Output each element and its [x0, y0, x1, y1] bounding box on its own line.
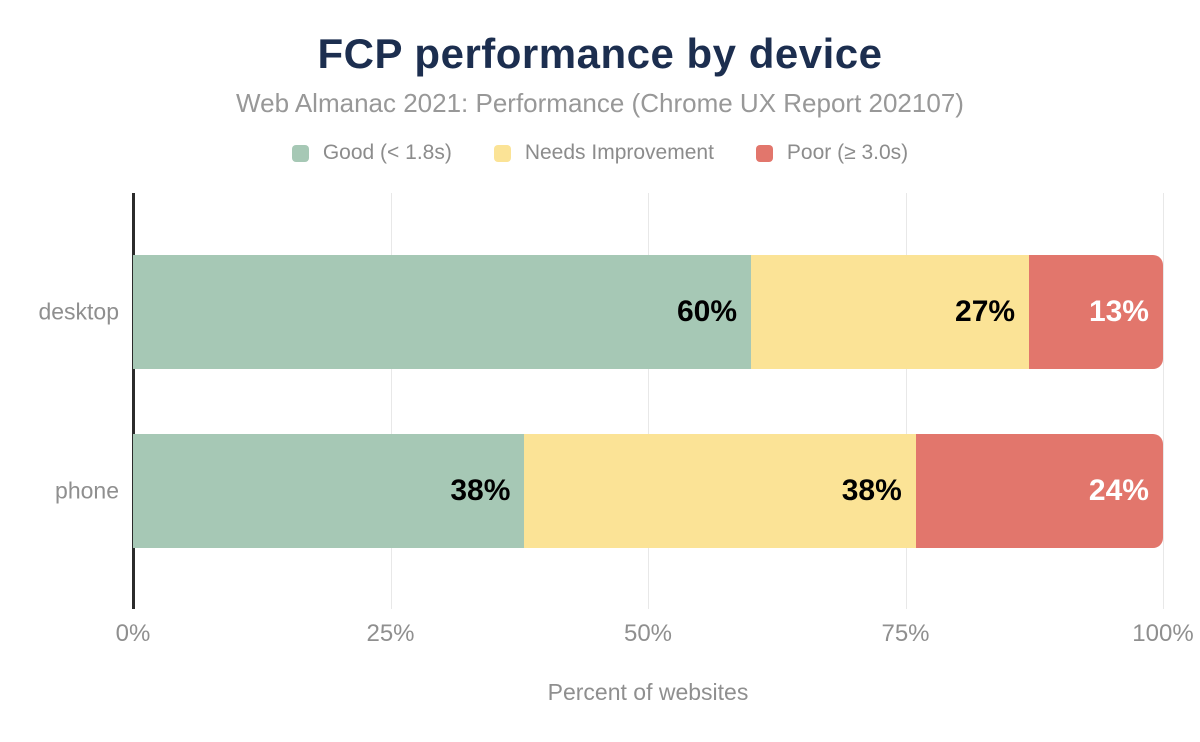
- x-tick-label: 75%: [881, 620, 930, 647]
- bar-segment[interactable]: 60%: [133, 255, 751, 369]
- segment-label: 38%: [450, 474, 511, 507]
- bar-segment[interactable]: 38%: [524, 434, 916, 548]
- bar-segment[interactable]: 38%: [133, 434, 525, 548]
- legend-label: Good (< 1.8s): [322, 141, 452, 164]
- bar-row: phone 38% 38% 24%: [55, 434, 1163, 548]
- bar-segment[interactable]: 13%: [1029, 255, 1163, 369]
- x-tick-label: 0%: [115, 620, 151, 647]
- segment-label: 27%: [955, 295, 1016, 328]
- legend-swatch-icon: [755, 144, 773, 162]
- segment-label: 13%: [1088, 295, 1149, 328]
- gridline: [390, 193, 392, 609]
- bars: desktop 60% 27% 13% phone 38% 38% 24%: [38, 193, 1163, 609]
- gridline: [1163, 193, 1164, 609]
- legend-item: Poor (≥ 3.0s): [755, 141, 909, 165]
- legend-item: Good (< 1.8s): [291, 141, 452, 165]
- y-axis-line: [132, 193, 135, 609]
- bar-segment[interactable]: 27%: [751, 255, 1030, 369]
- legend-swatch-icon: [291, 144, 309, 162]
- legend-swatch-icon: [493, 144, 511, 162]
- page-title: FCP performance by device: [317, 30, 883, 77]
- legend-label: Poor (≥ 3.0s): [786, 141, 909, 164]
- bar-row: desktop 60% 27% 13%: [38, 255, 1163, 369]
- category-label: desktop: [38, 298, 119, 325]
- legend: Good (< 1.8s) Needs Improvement Poor (≥ 3.…: [0, 141, 1200, 165]
- bar-segment[interactable]: 24%: [915, 434, 1163, 548]
- category-label: phone: [55, 477, 119, 504]
- x-tick-label: 50%: [623, 620, 673, 647]
- segment-label: 38%: [841, 474, 902, 507]
- gridline: [648, 193, 649, 609]
- segment-label: 60%: [676, 295, 737, 328]
- legend-item: Needs Improvement: [493, 141, 714, 165]
- x-tick-label: 25%: [366, 620, 415, 647]
- x-axis-title: Percent of websites: [547, 679, 749, 705]
- segment-label: 24%: [1088, 474, 1149, 507]
- x-tick-label: 100%: [1132, 620, 1194, 647]
- chart-subtitle: Web Almanac 2021: Performance (Chrome UX…: [236, 88, 964, 118]
- legend-label: Needs Improvement: [524, 141, 714, 164]
- gridline: [905, 193, 907, 609]
- plot-area: desktop 60% 27% 13% phone 38% 38% 24% 0% 25% 50% 7…: [38, 193, 1194, 705]
